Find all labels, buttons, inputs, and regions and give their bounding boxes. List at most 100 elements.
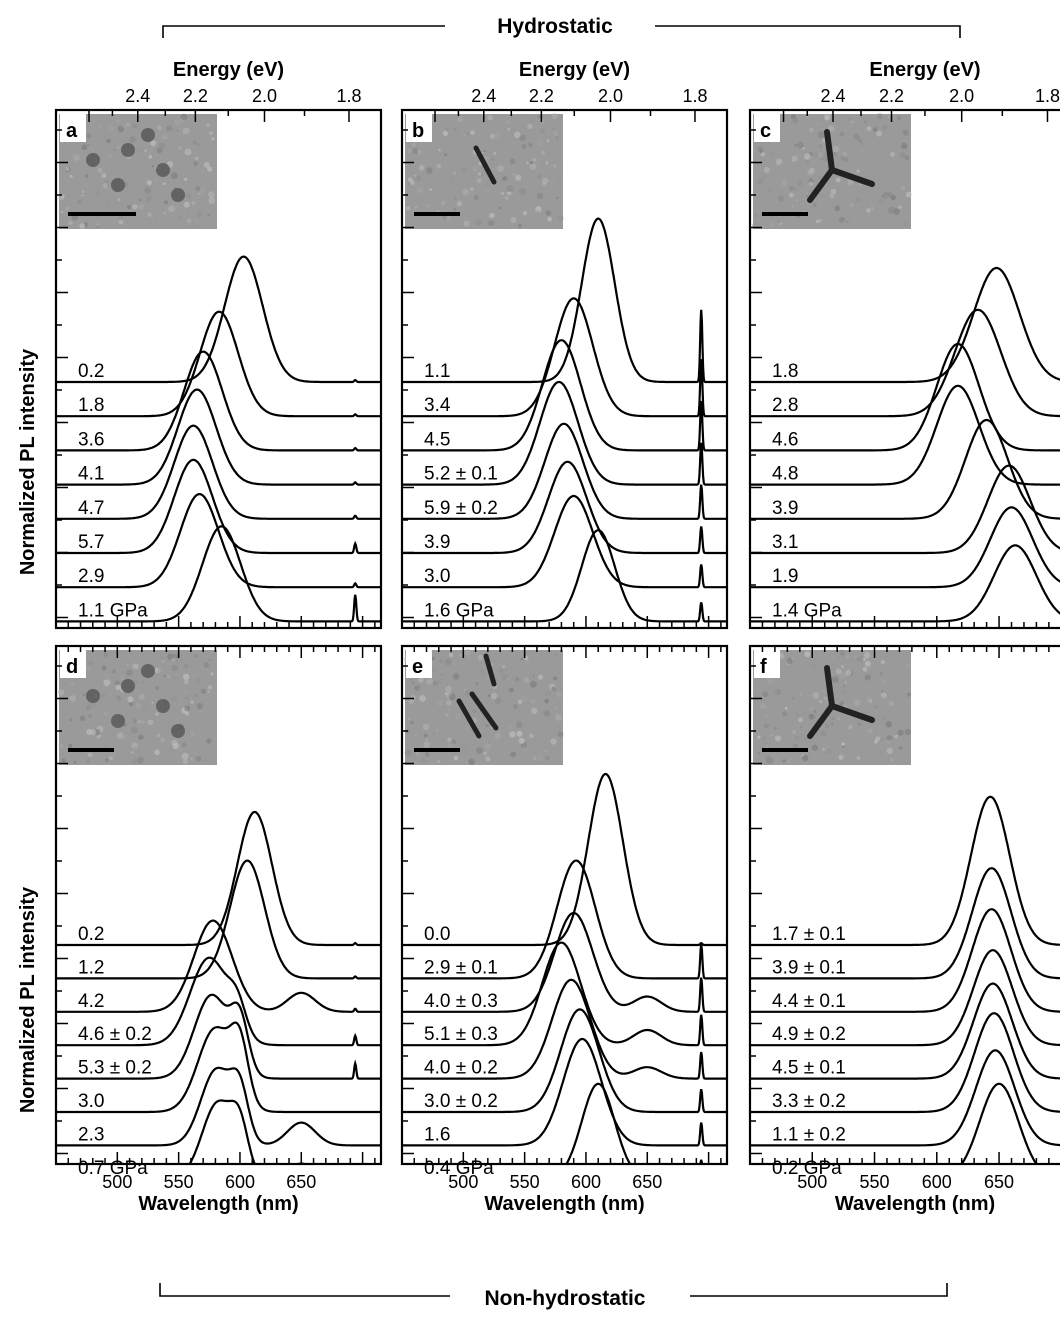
pressure-label: 1.1 ± 0.2 (772, 1124, 846, 1145)
spectrum-line (56, 458, 381, 555)
panel-letter-b: b (412, 120, 424, 142)
spectrum-line (402, 339, 727, 452)
spectrum-line (56, 255, 381, 384)
spectrum-line (402, 859, 727, 980)
spectrum-line (56, 859, 381, 980)
x-axis-ticks (761, 646, 1050, 1164)
hydrostatic-bracket (162, 25, 961, 38)
non-hydrostatic-bracket (159, 1283, 948, 1297)
spectrum-line (750, 867, 1060, 980)
pressure-label: 3.9 (772, 498, 798, 519)
spectrum-line (402, 494, 727, 589)
energy-tick-label: 2.4 (125, 86, 150, 106)
spectrum-line (402, 978, 727, 1080)
pressure-label: 4.0 ± 0.3 (424, 991, 498, 1012)
pressure-label: 4.6 (772, 429, 798, 450)
spectrum-line (750, 949, 1060, 1047)
spectrum-line (402, 911, 727, 1013)
spectrum-line (402, 297, 727, 418)
x-tick-label: 500 (448, 1172, 478, 1192)
pressure-label: 4.2 (78, 991, 104, 1012)
spectrum-line (56, 310, 381, 418)
panel-letter-f: f (760, 656, 767, 678)
pressure-label: 5.1 ± 0.3 (424, 1024, 498, 1045)
pressure-label: 2.9 ± 0.1 (424, 957, 498, 978)
spectrum-line (56, 1066, 381, 1147)
pressure-label: 4.5 ± 0.1 (772, 1058, 846, 1079)
pressure-label: 3.3 ± 0.2 (772, 1091, 846, 1112)
pressure-label: 4.6 ± 0.2 (78, 1024, 152, 1045)
x-axis-ticks (761, 616, 1050, 628)
x-tick-label: 650 (984, 1172, 1014, 1192)
pressure-label: 0.2 GPa (772, 1158, 842, 1179)
pressure-label: 2.8 (772, 395, 798, 416)
pressure-label: 3.0 ± 0.2 (424, 1091, 498, 1112)
pressure-label: 2.9 (78, 566, 104, 587)
spectra (750, 795, 1060, 1164)
pressure-label: 4.8 (772, 464, 798, 485)
spectrum-line (56, 424, 381, 520)
spectrum-line (750, 308, 1060, 418)
panel-frame (54, 108, 383, 630)
spectrum-line (402, 1008, 727, 1114)
spectrum-line (402, 380, 727, 486)
spectrum-line (188, 1099, 308, 1164)
x-tick-label: 650 (632, 1172, 662, 1192)
x-tick-label: 550 (860, 1172, 890, 1192)
energy-axis-label: Energy (eV) (869, 59, 980, 81)
x-tick-label: 650 (286, 1172, 316, 1192)
spectrum-line (750, 506, 1060, 589)
pressure-label: 4.0 ± 0.2 (424, 1058, 498, 1079)
panel-letter-c: c (760, 120, 771, 142)
panel-letter-box (406, 650, 432, 678)
spectra (402, 217, 727, 623)
pressure-label: 4.7 (78, 498, 104, 519)
pressure-label: 1.8 (772, 361, 798, 382)
energy-axis-ticks (782, 110, 1049, 122)
panel-letter-e: e (412, 656, 423, 678)
pressure-label: 0.2 (78, 361, 104, 382)
spectrum-line (402, 422, 727, 520)
panel-letter-d: d (66, 656, 78, 678)
pressure-label: 3.4 (424, 395, 451, 416)
panel-letter-a: a (66, 120, 78, 142)
x-tick-label: 550 (164, 1172, 194, 1192)
spectrum-line (750, 795, 1060, 947)
pressure-label: 1.1 GPa (78, 600, 148, 621)
pressure-label: 5.7 (78, 532, 104, 553)
panel-letter-box (406, 114, 432, 142)
energy-tick-label: 2.0 (598, 86, 623, 106)
panel-letter-box (60, 114, 86, 142)
pressure-label: 1.9 (772, 566, 798, 587)
pressure-label: 4.9 ± 0.2 (772, 1024, 846, 1045)
spectrum-line (750, 418, 1060, 520)
pressure-label: 0.4 GPa (424, 1158, 494, 1179)
spectrum-line (750, 342, 1060, 452)
pressure-label: 1.6 GPa (424, 600, 494, 621)
x-tick-label: 550 (510, 1172, 540, 1192)
spectrum-line (402, 941, 727, 1047)
y-axis-label-top: Normalized PL intensity (17, 348, 39, 575)
panel-frame (748, 108, 1060, 630)
pressure-label: 1.4 GPa (772, 600, 842, 621)
pressure-label: 4.4 ± 0.1 (772, 991, 846, 1012)
spectrum-line (56, 525, 381, 623)
spectrum-line (750, 908, 1060, 1013)
x-tick-label: 600 (922, 1172, 952, 1192)
x-axis-label: Wavelength (nm) (138, 1193, 298, 1215)
spectrum-line (402, 460, 727, 555)
x-tick-label: 600 (225, 1172, 255, 1192)
energy-tick-label: 2.0 (949, 86, 974, 106)
pressure-label: 3.9 ± 0.1 (772, 957, 846, 978)
spectra (56, 810, 381, 1164)
x-axis-ticks (413, 646, 722, 1164)
pressure-label: 0.2 (78, 924, 104, 945)
x-tick-label: 600 (571, 1172, 601, 1192)
spectrum-line (750, 464, 1060, 555)
spectrum-line (960, 1082, 1038, 1164)
x-tick-label: 500 (797, 1172, 827, 1192)
pressure-label: 1.6 (424, 1124, 450, 1145)
pressure-label: 5.9 ± 0.2 (424, 498, 498, 519)
